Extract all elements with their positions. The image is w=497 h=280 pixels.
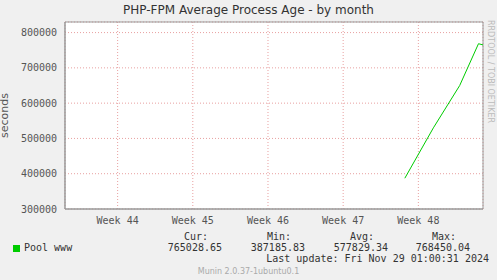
html-text:Last update: Fri Nov 29 01:00:: Last update: Fri Nov 29 01:00:31 2024	[266, 253, 489, 264]
svg-text:seconds: seconds	[8, 93, 11, 138]
html-text:Avg:: Avg:	[349, 231, 374, 242]
html-text:768450.04: 768450.04	[415, 242, 470, 253]
svg-text:Week 48: Week 48	[397, 215, 439, 226]
html-text:PHP-FPM Average Process Age -: PHP-FPM Average Process Age - by month	[123, 3, 374, 17]
svg-text:Week 47: Week 47	[322, 215, 364, 226]
svg-text:600000: 600000	[21, 98, 57, 109]
svg-text:Week 44: Week 44	[97, 215, 139, 226]
svg-text:800000: 800000	[21, 27, 57, 38]
svg-text:700000: 700000	[21, 62, 57, 73]
svg-text:Week 45: Week 45	[172, 215, 214, 226]
html-text:577829.34: 577829.34	[333, 242, 388, 253]
html-text:RRDTOOL / TOBI OETIKER: RRDTOOL / TOBI OETIKER	[486, 20, 495, 123]
html-text:Max:: Max:	[431, 231, 456, 242]
svg-text:Week 46: Week 46	[247, 215, 289, 226]
svg-text:300000: 300000	[21, 204, 57, 215]
svg-text:400000: 400000	[21, 168, 57, 179]
html-text:Min:: Min:	[266, 231, 291, 242]
html-text:Munin 2.0.37-1ubuntu0.1: Munin 2.0.37-1ubuntu0.1	[197, 267, 300, 276]
html-text:765028.65: 765028.65	[167, 242, 222, 253]
html-text:Pool www: Pool www	[24, 242, 73, 253]
html-text:387185.83: 387185.83	[250, 242, 305, 253]
html-text:Cur:: Cur:	[183, 231, 208, 242]
svg-text:500000: 500000	[21, 133, 57, 144]
